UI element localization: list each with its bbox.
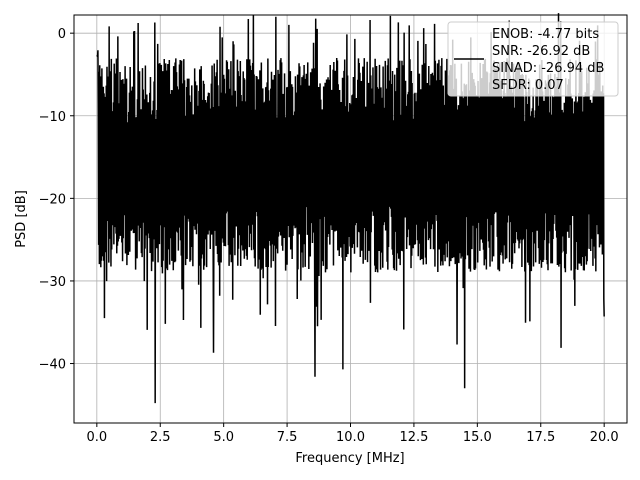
x-tick-label: 5.0	[213, 430, 234, 445]
legend-enob: ENOB: -4.77 bits	[492, 27, 599, 42]
x-tick-label: 15.0	[463, 430, 492, 445]
legend: ENOB: -4.77 bits SNR: -26.92 dB SINAD: -…	[447, 21, 619, 97]
psd-trace	[96, 13, 605, 404]
y-axis-label: PSD [dB]	[14, 190, 29, 248]
y-tick-label: −40	[39, 358, 66, 373]
x-tick-label: 12.5	[399, 430, 428, 445]
x-axis-label: Frequency [MHz]	[295, 451, 404, 466]
x-tick-label: 7.5	[277, 430, 298, 445]
y-tick-label: −30	[39, 275, 66, 290]
legend-sinad: SINAD: -26.94 dB	[492, 61, 604, 76]
y-tick-label: 0	[58, 27, 66, 42]
x-tick-label: 0.0	[86, 430, 107, 445]
y-axis-ticks: 0 −10 −20 −30 −40	[39, 27, 74, 373]
y-tick-label: −20	[39, 192, 66, 207]
x-tick-label: 10.0	[336, 430, 365, 445]
legend-sfdr: SFDR: 0.07	[492, 78, 564, 93]
legend-box	[447, 21, 619, 97]
y-tick-label: −10	[39, 110, 66, 125]
legend-snr: SNR: -26.92 dB	[492, 44, 590, 59]
x-tick-label: 20.0	[590, 430, 619, 445]
x-tick-label: 17.5	[526, 430, 555, 445]
psd-series	[96, 13, 605, 404]
x-axis-ticks: 0.0 2.5 5.0 7.5 10.0 12.5 15.0 17.5 20.0	[86, 423, 619, 445]
x-tick-label: 2.5	[150, 430, 171, 445]
